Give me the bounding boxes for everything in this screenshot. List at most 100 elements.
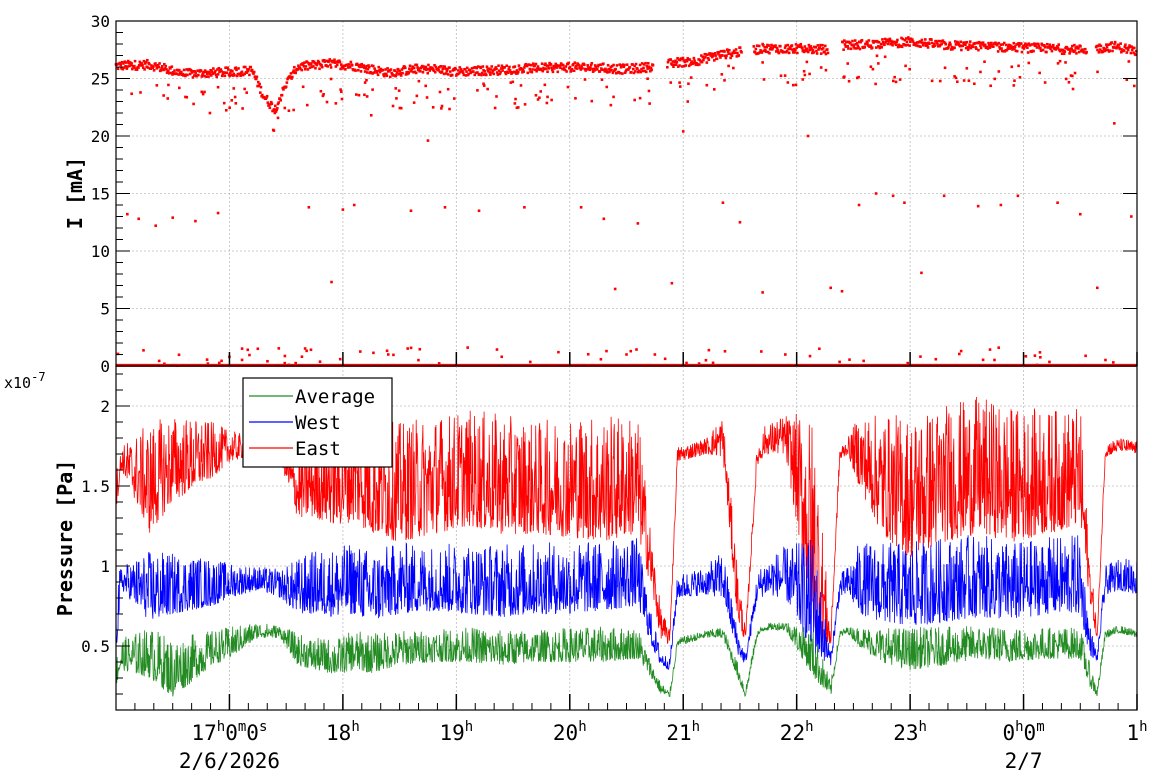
- current-point: [806, 50, 810, 54]
- current-point: [157, 65, 161, 69]
- current-point: [942, 40, 945, 44]
- current-point: [898, 78, 902, 81]
- current-point: [635, 348, 638, 351]
- current-point: [1111, 49, 1114, 53]
- current-point: [555, 63, 558, 67]
- current-point: [377, 65, 381, 69]
- current-point: [948, 41, 952, 45]
- current-point: [524, 62, 528, 66]
- current-point: [598, 70, 602, 73]
- pressure-y-multiplier: x10-7: [4, 370, 46, 392]
- current-point: [727, 48, 731, 52]
- current-panel: 0 5 10 15 20 25 30 I [mA]: [63, 12, 1138, 376]
- current-point: [714, 54, 717, 57]
- current-point: [1049, 47, 1052, 51]
- current-point: [133, 59, 137, 63]
- current-point: [437, 362, 441, 365]
- current-point: [793, 51, 796, 54]
- current-point: [1048, 43, 1052, 47]
- current-point: [725, 48, 729, 51]
- current-point: [369, 71, 373, 75]
- current-point: [266, 359, 269, 363]
- current-point: [854, 42, 858, 46]
- current-point: [1002, 49, 1005, 53]
- current-point: [712, 52, 715, 56]
- current-point: [689, 76, 693, 79]
- current-point: [450, 73, 454, 77]
- current-point: [192, 74, 196, 77]
- current-point: [287, 109, 291, 113]
- current-point: [719, 49, 723, 53]
- current-point: [141, 66, 145, 69]
- current-point: [423, 67, 426, 71]
- current-point: [987, 41, 990, 45]
- current-point: [1081, 49, 1085, 52]
- current-point: [292, 69, 295, 72]
- current-point: [1041, 43, 1044, 47]
- current-point: [194, 71, 197, 75]
- current-point: [790, 44, 794, 47]
- current-point: [857, 75, 860, 79]
- current-point: [237, 67, 240, 70]
- current-point: [681, 56, 685, 60]
- current-point: [809, 45, 813, 48]
- current-point: [1032, 42, 1036, 45]
- current-point: [397, 89, 401, 92]
- current-point: [395, 71, 399, 74]
- current-point: [275, 108, 278, 112]
- current-point: [322, 58, 326, 62]
- current-point: [431, 106, 435, 109]
- current-point: [979, 46, 983, 50]
- current-point: [223, 74, 227, 78]
- current-point: [293, 65, 296, 69]
- current-point: [417, 67, 421, 70]
- current-point: [1056, 46, 1060, 50]
- current-point: [384, 72, 388, 76]
- current-point: [476, 71, 479, 74]
- current-point: [980, 41, 984, 45]
- current-point: [607, 67, 611, 71]
- current-y-tick-label: 5: [100, 300, 110, 319]
- current-point: [144, 60, 148, 64]
- current-point: [363, 70, 367, 73]
- current-point: [725, 54, 728, 57]
- current-point: [704, 53, 708, 56]
- current-point: [979, 70, 982, 74]
- current-point: [920, 271, 923, 275]
- current-point: [142, 349, 145, 352]
- current-point: [610, 64, 614, 68]
- current-point: [1035, 363, 1039, 367]
- current-point: [913, 41, 916, 45]
- current-point: [131, 64, 135, 68]
- current-point: [871, 67, 875, 71]
- current-point: [962, 41, 965, 44]
- current-point: [146, 58, 149, 62]
- current-point: [386, 67, 389, 70]
- current-point: [363, 81, 367, 84]
- current-point: [949, 48, 953, 51]
- current-point: [177, 353, 181, 357]
- current-point: [194, 219, 197, 223]
- current-point: [220, 359, 223, 363]
- current-point: [589, 63, 593, 67]
- current-point: [143, 62, 147, 65]
- current-point: [167, 83, 170, 87]
- current-point: [789, 47, 792, 51]
- time-x-tick-label: 18h: [326, 719, 360, 745]
- current-point: [738, 46, 742, 49]
- current-point: [893, 75, 896, 79]
- current-point: [811, 48, 815, 52]
- current-point: [596, 65, 600, 68]
- current-point: [687, 64, 691, 68]
- current-point: [625, 353, 628, 356]
- current-point: [1132, 46, 1136, 50]
- current-point: [306, 68, 310, 71]
- current-point: [567, 61, 570, 65]
- current-point: [956, 41, 960, 45]
- current-point: [1056, 62, 1060, 65]
- current-point: [464, 74, 468, 77]
- current-point: [410, 69, 413, 73]
- current-point: [687, 58, 690, 61]
- current-point: [614, 71, 618, 75]
- current-zero-band: [116, 363, 1137, 367]
